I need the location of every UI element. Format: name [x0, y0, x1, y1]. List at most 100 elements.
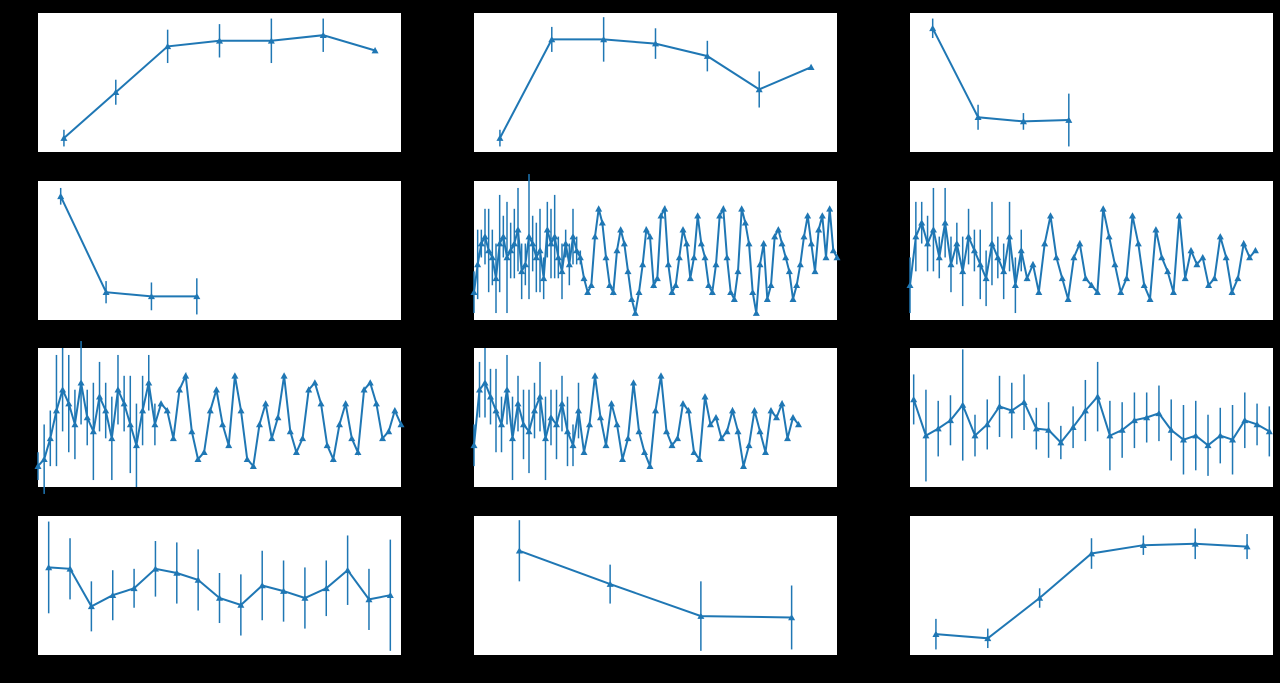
marker: [1193, 260, 1201, 268]
marker: [1140, 281, 1148, 289]
marker: [602, 441, 610, 449]
marker: [89, 427, 97, 435]
subplot: [906, 181, 1273, 320]
marker: [57, 192, 65, 200]
plot-area: [910, 13, 1273, 152]
marker: [151, 565, 159, 572]
subplot: [470, 348, 837, 487]
marker: [988, 240, 996, 247]
marker: [818, 212, 826, 219]
marker: [385, 427, 393, 435]
marker: [1222, 253, 1230, 261]
marker: [60, 134, 68, 141]
marker: [774, 226, 782, 233]
marker: [646, 462, 654, 469]
marker: [683, 240, 691, 247]
marker: [299, 434, 307, 442]
marker: [1146, 295, 1154, 302]
marker: [206, 407, 214, 414]
marker: [738, 205, 746, 212]
marker: [1047, 212, 1055, 219]
marker: [646, 233, 654, 240]
marker: [1019, 117, 1027, 125]
marker: [66, 565, 74, 572]
marker: [679, 226, 687, 233]
marker: [487, 393, 494, 400]
marker: [1205, 281, 1213, 289]
marker: [485, 247, 493, 254]
marker: [910, 395, 918, 403]
marker: [543, 226, 551, 233]
marker: [1029, 260, 1037, 268]
marker: [982, 274, 990, 282]
marker: [584, 288, 592, 295]
marker: [59, 386, 67, 393]
marker: [391, 407, 399, 414]
line: [912, 394, 1270, 447]
line: [473, 205, 838, 314]
marker: [542, 434, 549, 442]
marker: [591, 233, 599, 240]
marker: [1199, 253, 1207, 261]
marker: [569, 441, 577, 449]
marker: [46, 434, 54, 442]
marker: [996, 402, 1004, 410]
marker: [749, 288, 757, 295]
marker: [756, 260, 764, 268]
marker: [1243, 543, 1251, 550]
marker: [1253, 420, 1261, 428]
marker: [959, 401, 967, 408]
marker: [126, 420, 134, 428]
marker: [606, 580, 614, 587]
marker: [565, 260, 573, 268]
marker: [562, 240, 570, 247]
marker: [379, 434, 387, 442]
marker: [1105, 233, 1113, 240]
marker: [1187, 247, 1195, 254]
marker: [1099, 205, 1107, 212]
marker: [1106, 432, 1114, 439]
marker: [1191, 540, 1199, 547]
marker: [723, 427, 731, 435]
marker: [953, 240, 961, 247]
marker: [147, 292, 155, 300]
marker: [773, 414, 780, 421]
marker: [613, 420, 621, 428]
marker: [1175, 212, 1183, 219]
marker: [536, 393, 544, 400]
marker: [1123, 274, 1131, 282]
marker: [1139, 541, 1147, 548]
marker: [716, 212, 724, 219]
subplot: [38, 516, 401, 655]
marker: [763, 295, 771, 302]
marker: [1094, 393, 1102, 400]
marker: [509, 434, 516, 442]
marker: [617, 226, 625, 233]
marker: [194, 576, 202, 583]
marker: [1088, 281, 1095, 289]
marker: [807, 240, 815, 247]
marker: [1058, 274, 1066, 282]
marker: [690, 253, 698, 261]
marker: [525, 427, 533, 435]
marker: [600, 35, 608, 43]
marker: [1130, 416, 1138, 424]
marker: [767, 281, 775, 289]
marker: [1251, 247, 1259, 254]
marker: [1179, 436, 1187, 443]
marker: [970, 247, 978, 254]
marker: [624, 434, 632, 442]
marker: [609, 288, 617, 295]
marker: [1167, 426, 1175, 433]
marker: [145, 379, 153, 386]
plot-area: [474, 516, 837, 655]
marker: [163, 407, 171, 414]
marker: [635, 288, 643, 295]
marker: [575, 407, 582, 414]
marker: [756, 427, 764, 435]
marker: [941, 219, 949, 226]
marker: [826, 205, 834, 212]
subplot: [38, 13, 401, 152]
marker: [598, 219, 606, 226]
